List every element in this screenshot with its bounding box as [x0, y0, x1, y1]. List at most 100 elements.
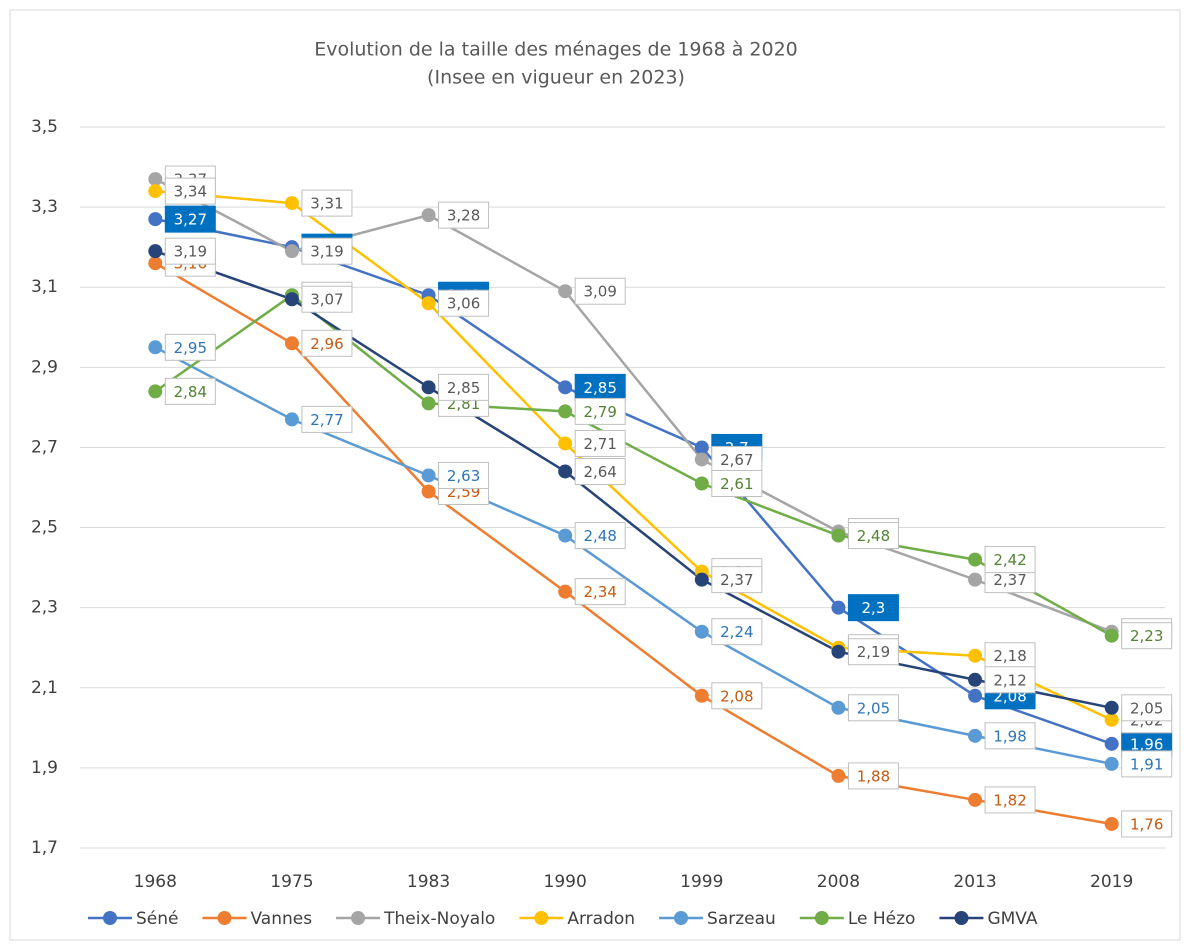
x-tick-label: 2008	[817, 872, 860, 892]
marker	[1104, 712, 1119, 727]
data-label: 2,84	[174, 383, 207, 401]
marker	[694, 440, 709, 455]
marker	[558, 528, 573, 543]
data-label-box	[847, 694, 899, 722]
y-tick-label: 2,3	[31, 598, 58, 618]
x-tick-label: 2019	[1090, 872, 1133, 892]
legend-marker	[351, 911, 366, 925]
x-tick-label: 1999	[680, 872, 723, 892]
data-labels: 3,273,23,082,852,72,32,081,963,162,962,5…	[164, 165, 1173, 838]
data-label-box	[164, 377, 216, 405]
data-label: 2,48	[583, 527, 616, 545]
legend-marker	[674, 911, 689, 925]
data-label: 3,09	[583, 283, 616, 301]
marker	[1104, 700, 1119, 715]
marker	[831, 644, 846, 659]
data-label: 2,48	[857, 527, 890, 545]
marker	[558, 404, 573, 419]
data-label: 2,05	[1130, 699, 1163, 717]
legend-label: Séné	[136, 909, 178, 929]
chart-subtitle: (Insee en vigueur en 2023)	[427, 67, 685, 89]
data-label-box	[847, 594, 899, 622]
legend-marker	[103, 911, 117, 925]
marker	[284, 336, 299, 351]
data-label-box	[711, 566, 763, 594]
legend-label: Vannes	[250, 909, 312, 929]
data-label-box	[574, 373, 626, 401]
data-label-box	[847, 522, 899, 550]
data-label: 2,64	[583, 463, 616, 481]
data-label-box	[164, 177, 216, 205]
data-label-box	[438, 461, 490, 489]
data-label-box	[574, 578, 626, 606]
data-label-box	[164, 333, 216, 361]
marker	[968, 572, 983, 587]
data-label-box	[438, 373, 490, 401]
data-label-box	[574, 277, 626, 305]
data-label-box	[574, 429, 626, 457]
chart-title: Evolution de la taille des ménages de 19…	[314, 39, 798, 61]
data-label-box	[574, 457, 626, 485]
data-label-box	[574, 522, 626, 550]
data-label: 3,28	[447, 207, 480, 225]
data-label-box	[301, 285, 353, 313]
data-label-box	[164, 237, 216, 265]
marker	[694, 572, 709, 587]
marker	[148, 244, 163, 259]
data-label: 2,23	[1130, 627, 1163, 645]
marker	[284, 244, 299, 259]
marker	[558, 380, 573, 395]
y-tick-label: 2,9	[31, 357, 58, 377]
data-label-box	[984, 642, 1036, 670]
marker	[421, 468, 436, 483]
series-line	[155, 189, 1113, 721]
data-label-box	[301, 405, 353, 433]
marker	[421, 296, 436, 311]
marker	[1104, 816, 1119, 831]
marker	[831, 768, 846, 783]
data-label: 2,24	[720, 623, 753, 641]
data-label: 2,79	[583, 403, 616, 421]
marker	[831, 528, 846, 543]
data-label: 1,91	[1130, 755, 1163, 773]
data-label-box	[984, 546, 1036, 574]
data-label: 3,07	[310, 291, 343, 309]
data-label: 2,42	[993, 551, 1026, 569]
marker	[1104, 736, 1119, 751]
data-label: 1,88	[857, 767, 890, 785]
data-label: 2,71	[583, 435, 616, 453]
x-tick-label: 1990	[544, 872, 587, 892]
data-label: 2,34	[583, 583, 616, 601]
marker	[968, 672, 983, 687]
legend-label: Arradon	[567, 909, 635, 929]
data-label: 2,67	[720, 451, 753, 469]
data-label: 2,63	[447, 467, 480, 485]
legend-label: Le Hézo	[848, 909, 916, 929]
marker	[421, 396, 436, 411]
series-line	[154, 262, 1112, 826]
data-label-box	[711, 445, 763, 473]
data-label: 2,19	[857, 643, 890, 661]
legend-label: GMVA	[987, 909, 1037, 929]
marker	[148, 212, 163, 227]
data-label: 2,61	[720, 475, 753, 493]
data-label: 2,18	[993, 647, 1026, 665]
marker	[694, 476, 709, 491]
x-tick-label: 1968	[134, 872, 177, 892]
y-tick-label: 3,5	[31, 117, 58, 137]
marker	[831, 600, 846, 615]
x-tick-label: 1983	[407, 872, 450, 892]
data-label-box	[1121, 750, 1173, 778]
data-label-box	[301, 237, 353, 265]
data-label: 2,85	[583, 379, 616, 397]
marker	[968, 792, 983, 807]
data-label-box	[438, 289, 490, 317]
legend-marker	[534, 911, 549, 925]
data-label-box	[847, 638, 899, 666]
data-label: 3,06	[447, 295, 480, 313]
data-label: 1,82	[993, 791, 1026, 809]
marker	[694, 452, 709, 467]
legend-label: Theix-Noyalo	[383, 909, 495, 929]
marker	[558, 464, 573, 479]
